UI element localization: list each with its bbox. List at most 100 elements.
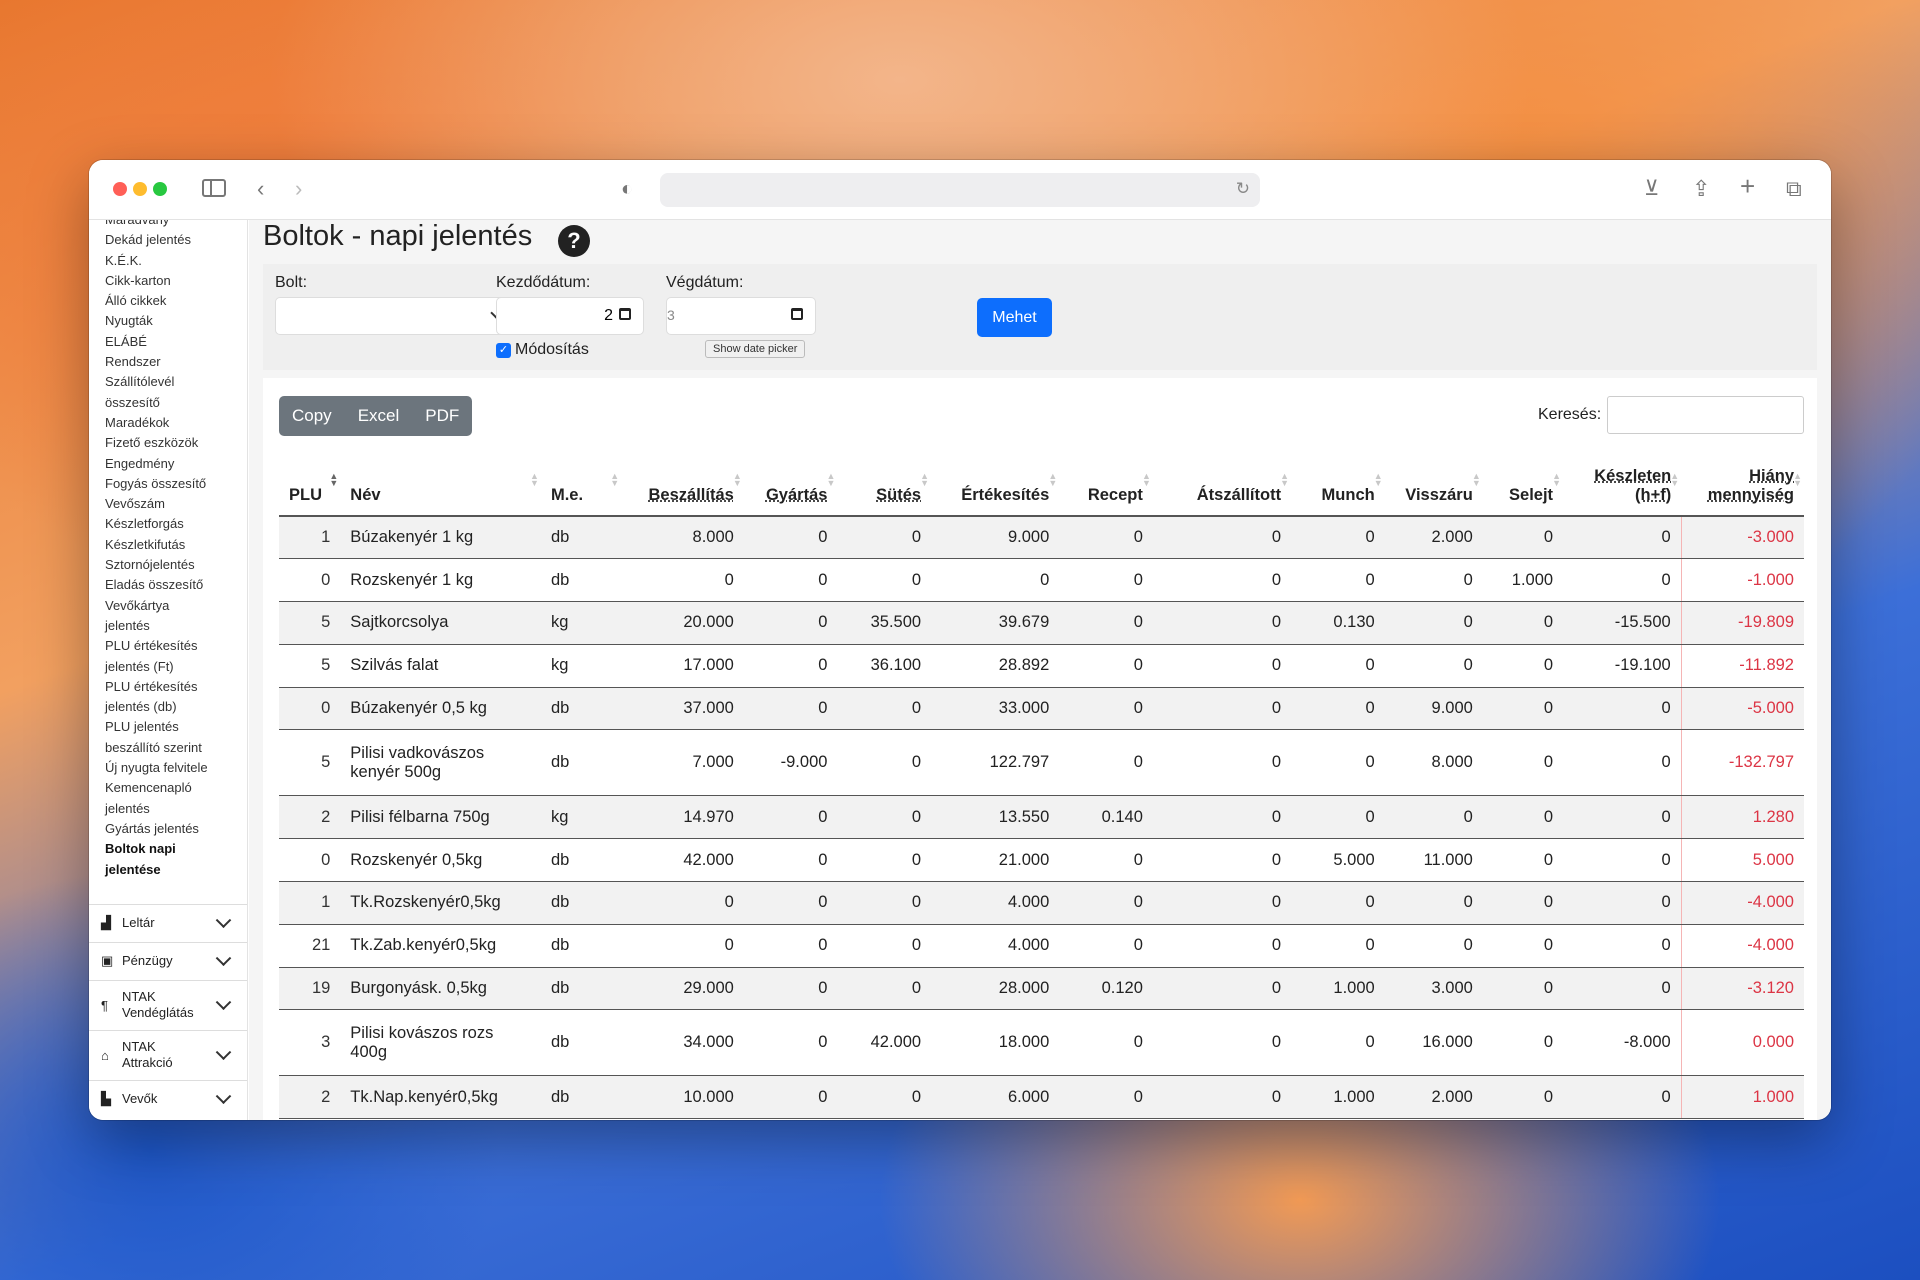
table-row[interactable]: 5 Sajtkorcsolya kg 20.000 0 35.500 39.679 0 0 0.1… (279, 601, 1804, 645)
column-header[interactable]: Átszállított ▲ ▼ (1152, 450, 1292, 517)
start-date-field[interactable]: 2 (496, 297, 644, 335)
calendar-icon[interactable] (791, 308, 803, 320)
column-header[interactable]: Munch ▲ ▼ (1291, 450, 1385, 517)
pdf-button[interactable]: PDF (425, 406, 460, 425)
sidebar-link[interactable]: Szállítólevél (105, 374, 175, 390)
name-cell: Rozskenyér 1 kg (340, 558, 541, 603)
sidebar-link[interactable]: Gyártás jelentés (105, 820, 199, 836)
sidebar-link[interactable]: Cikk-karton (105, 272, 171, 288)
sidebar-link[interactable]: Fogyás összesítő (105, 475, 207, 491)
minimize-window-button[interactable] (133, 182, 147, 196)
sidebar-link[interactable]: Fizető eszközök (105, 435, 199, 451)
column-header[interactable]: Recept ▲ ▼ (1059, 450, 1153, 517)
table-row[interactable]: 0 Búzakenyér 0,5 kg db 37.000 0 0 33.000 0 0 0 9.0… (279, 687, 1804, 731)
table-cell: -132.797 (1680, 729, 1804, 797)
sidebar-link[interactable]: PLU jelentés (105, 719, 179, 735)
tabs-overview-icon[interactable]: ⧉ (1786, 176, 1802, 201)
column-header[interactable]: Gyártás ▲ ▼ (743, 450, 838, 517)
sidebar-link[interactable]: Engedmény (105, 455, 175, 471)
new-tab-icon[interactable]: + (1740, 171, 1756, 201)
table-row[interactable]: 0 Rozskenyér 0,5kg db 42.000 0 0 21.000 0 0 5.000… (279, 838, 1804, 883)
table-row[interactable]: 1 Búzakenyér 1 kg db 8.000 0 0 9.000 0 0 0 2.000 0 0… (279, 516, 1804, 560)
excel-button[interactable]: Excel (357, 406, 400, 425)
download-icon[interactable]: ⊻ (1644, 177, 1660, 200)
sidebar-link[interactable]: K.É.K. (105, 252, 142, 268)
plu-cell: 1 (279, 516, 341, 560)
sidebar-link[interactable]: Vevőkártya (105, 597, 170, 613)
column-header[interactable]: Beszállítás ▲ ▼ (621, 450, 744, 517)
sidebar-link[interactable]: jelentés (Ft) (105, 658, 174, 674)
sidebar-section-1[interactable]: ▣ Pénzügy (89, 941, 247, 980)
table-cell: -3.000 (1680, 516, 1804, 560)
column-header-label: (h+f) (1635, 486, 1672, 504)
table-cell: 8.000 (1384, 729, 1483, 797)
sidebar-link[interactable]: Dekád jelentés (105, 232, 191, 248)
calendar-icon[interactable] (619, 308, 631, 320)
name-cell: Tk.Rozskenyér0,5kg (340, 881, 541, 925)
plu-cell: 0 (279, 687, 341, 731)
sidebar-link[interactable]: Maradékok (105, 414, 170, 430)
sidebar-link[interactable]: Nyugták (105, 313, 153, 329)
share-icon[interactable]: ⇪ (1692, 176, 1711, 201)
copy-button[interactable]: Copy (292, 406, 332, 425)
column-header[interactable]: Készleten (h+f) ▲ ▼ (1563, 450, 1682, 517)
shield-icon[interactable]: ◐ (621, 178, 634, 200)
column-header[interactable]: M.e. ▲ ▼ (540, 450, 622, 517)
modify-checkbox[interactable]: ✓ (496, 343, 511, 358)
plu-cell: 5 (279, 729, 341, 797)
sidebar-link[interactable]: Kemencenapló (105, 780, 192, 796)
table-row[interactable]: 21 Tk.Zab.kenyér0,5kg db 0 0 0 4.000 0 0 0 0 0 0 -4.0… (279, 924, 1804, 968)
store-select[interactable] (275, 297, 515, 335)
column-header[interactable]: Név ▲ ▼ (340, 450, 541, 517)
sidebar-link[interactable]: Új nyugta felvitele (105, 760, 208, 776)
sidebar-link[interactable]: ELÁBÉ (105, 333, 147, 349)
sidebar-link[interactable]: Rendszer (105, 354, 161, 370)
table-row[interactable]: 2 Pilisi félbarna 750g kg 14.970 0 0 13.550 0.1… (279, 795, 1804, 840)
sidebar-section-4[interactable]: ▙ Vevők (89, 1079, 247, 1118)
table-row[interactable]: 3 Pilisi kovászos rozs 400g db 34.000 0 42.00… (279, 1009, 1804, 1077)
column-header[interactable]: Selejt ▲ ▼ (1482, 450, 1564, 517)
sidebar-toggle-icon[interactable] (202, 179, 226, 197)
table-cell: 0 (1152, 1075, 1292, 1120)
sidebar-section-2[interactable]: ¶ NTAK Vendéglátás (89, 979, 247, 1030)
reload-icon[interactable]: ↻ (1235, 179, 1250, 198)
sidebar-link[interactable]: Eladás összesítő (105, 577, 204, 593)
back-icon[interactable]: ‹ (257, 176, 265, 201)
sidebar-link[interactable]: Sztornójelentés (105, 557, 195, 573)
sidebar-link[interactable]: Álló cikkek (105, 293, 167, 309)
column-header[interactable]: Hiány mennyiség ▲ ▼ (1681, 450, 1804, 517)
sidebar-link[interactable]: összesítő (105, 394, 160, 410)
maximize-window-button[interactable] (153, 182, 167, 196)
column-header[interactable]: Értékesítés ▲ ▼ (931, 450, 1060, 517)
sidebar-link[interactable]: PLU értékesítés (105, 678, 198, 694)
column-header[interactable]: PLU ▲ ▼ (279, 450, 341, 517)
help-icon[interactable]: ? (558, 225, 590, 257)
main-content: Boltok - napi jelentés ? Bolt: Kezdődátu… (249, 220, 1831, 1120)
search-input[interactable] (1607, 396, 1804, 434)
column-header[interactable]: Sütés ▲ ▼ (837, 450, 932, 517)
go-button[interactable]: Mehet (977, 298, 1052, 337)
table-row[interactable]: 0 Rozskenyér 1 kg db 0 0 0 0 0 0 0 0 1.000 0 -1.000 (279, 558, 1804, 603)
sidebar-link[interactable]: Vevőszám (105, 496, 165, 512)
table-row[interactable]: 1 Tk.Rozskenyér0,5kg db 0 0 0 4.000 0 0 0 0 0 0 -4.00… (279, 881, 1804, 925)
sidebar-link[interactable]: jelentés (105, 617, 150, 633)
sidebar-item-boltok-napi-jelentese[interactable]: Boltok napi jelentése (89, 839, 247, 880)
sidebar-link[interactable]: jelentés (db) (105, 699, 177, 715)
sidebar-link[interactable]: Készletkifutás (105, 536, 186, 552)
forward-icon[interactable]: › (295, 176, 303, 201)
address-bar[interactable]: ↻ (660, 173, 1260, 207)
sidebar-link[interactable]: Készletforgás (105, 516, 184, 532)
sidebar-link[interactable]: jelentés (105, 800, 150, 816)
end-date-field[interactable]: 3 (666, 297, 816, 335)
table-row[interactable]: 5 Pilisi vadkovászos kenyér 500g db 7.000 -9… (279, 729, 1804, 797)
close-window-button[interactable] (113, 182, 127, 196)
table-row[interactable]: 2 Tk.Nap.kenyér0,5kg db 10.000 0 0 6.000 0 0 1.00… (279, 1075, 1804, 1120)
sidebar-section-3[interactable]: ⌂ NTAK Attrakció (89, 1029, 247, 1080)
column-header[interactable]: Visszáru ▲ ▼ (1384, 450, 1483, 517)
sidebar-link[interactable]: PLU értékesítés (105, 638, 198, 654)
sidebar-section-0[interactable]: ▟ Leltár (89, 903, 247, 942)
sidebar-link[interactable]: beszállító szerint (105, 739, 202, 755)
sidebar-link[interactable]: Maradvány (105, 220, 247, 230)
table-row[interactable]: 5 Szilvás falat kg 17.000 0 36.100 28.892 0 0 0 0 0… (279, 644, 1804, 688)
table-row[interactable]: 19 Burgonyásk. 0,5kg db 29.000 0 0 28.000 0.120… (279, 967, 1804, 1011)
